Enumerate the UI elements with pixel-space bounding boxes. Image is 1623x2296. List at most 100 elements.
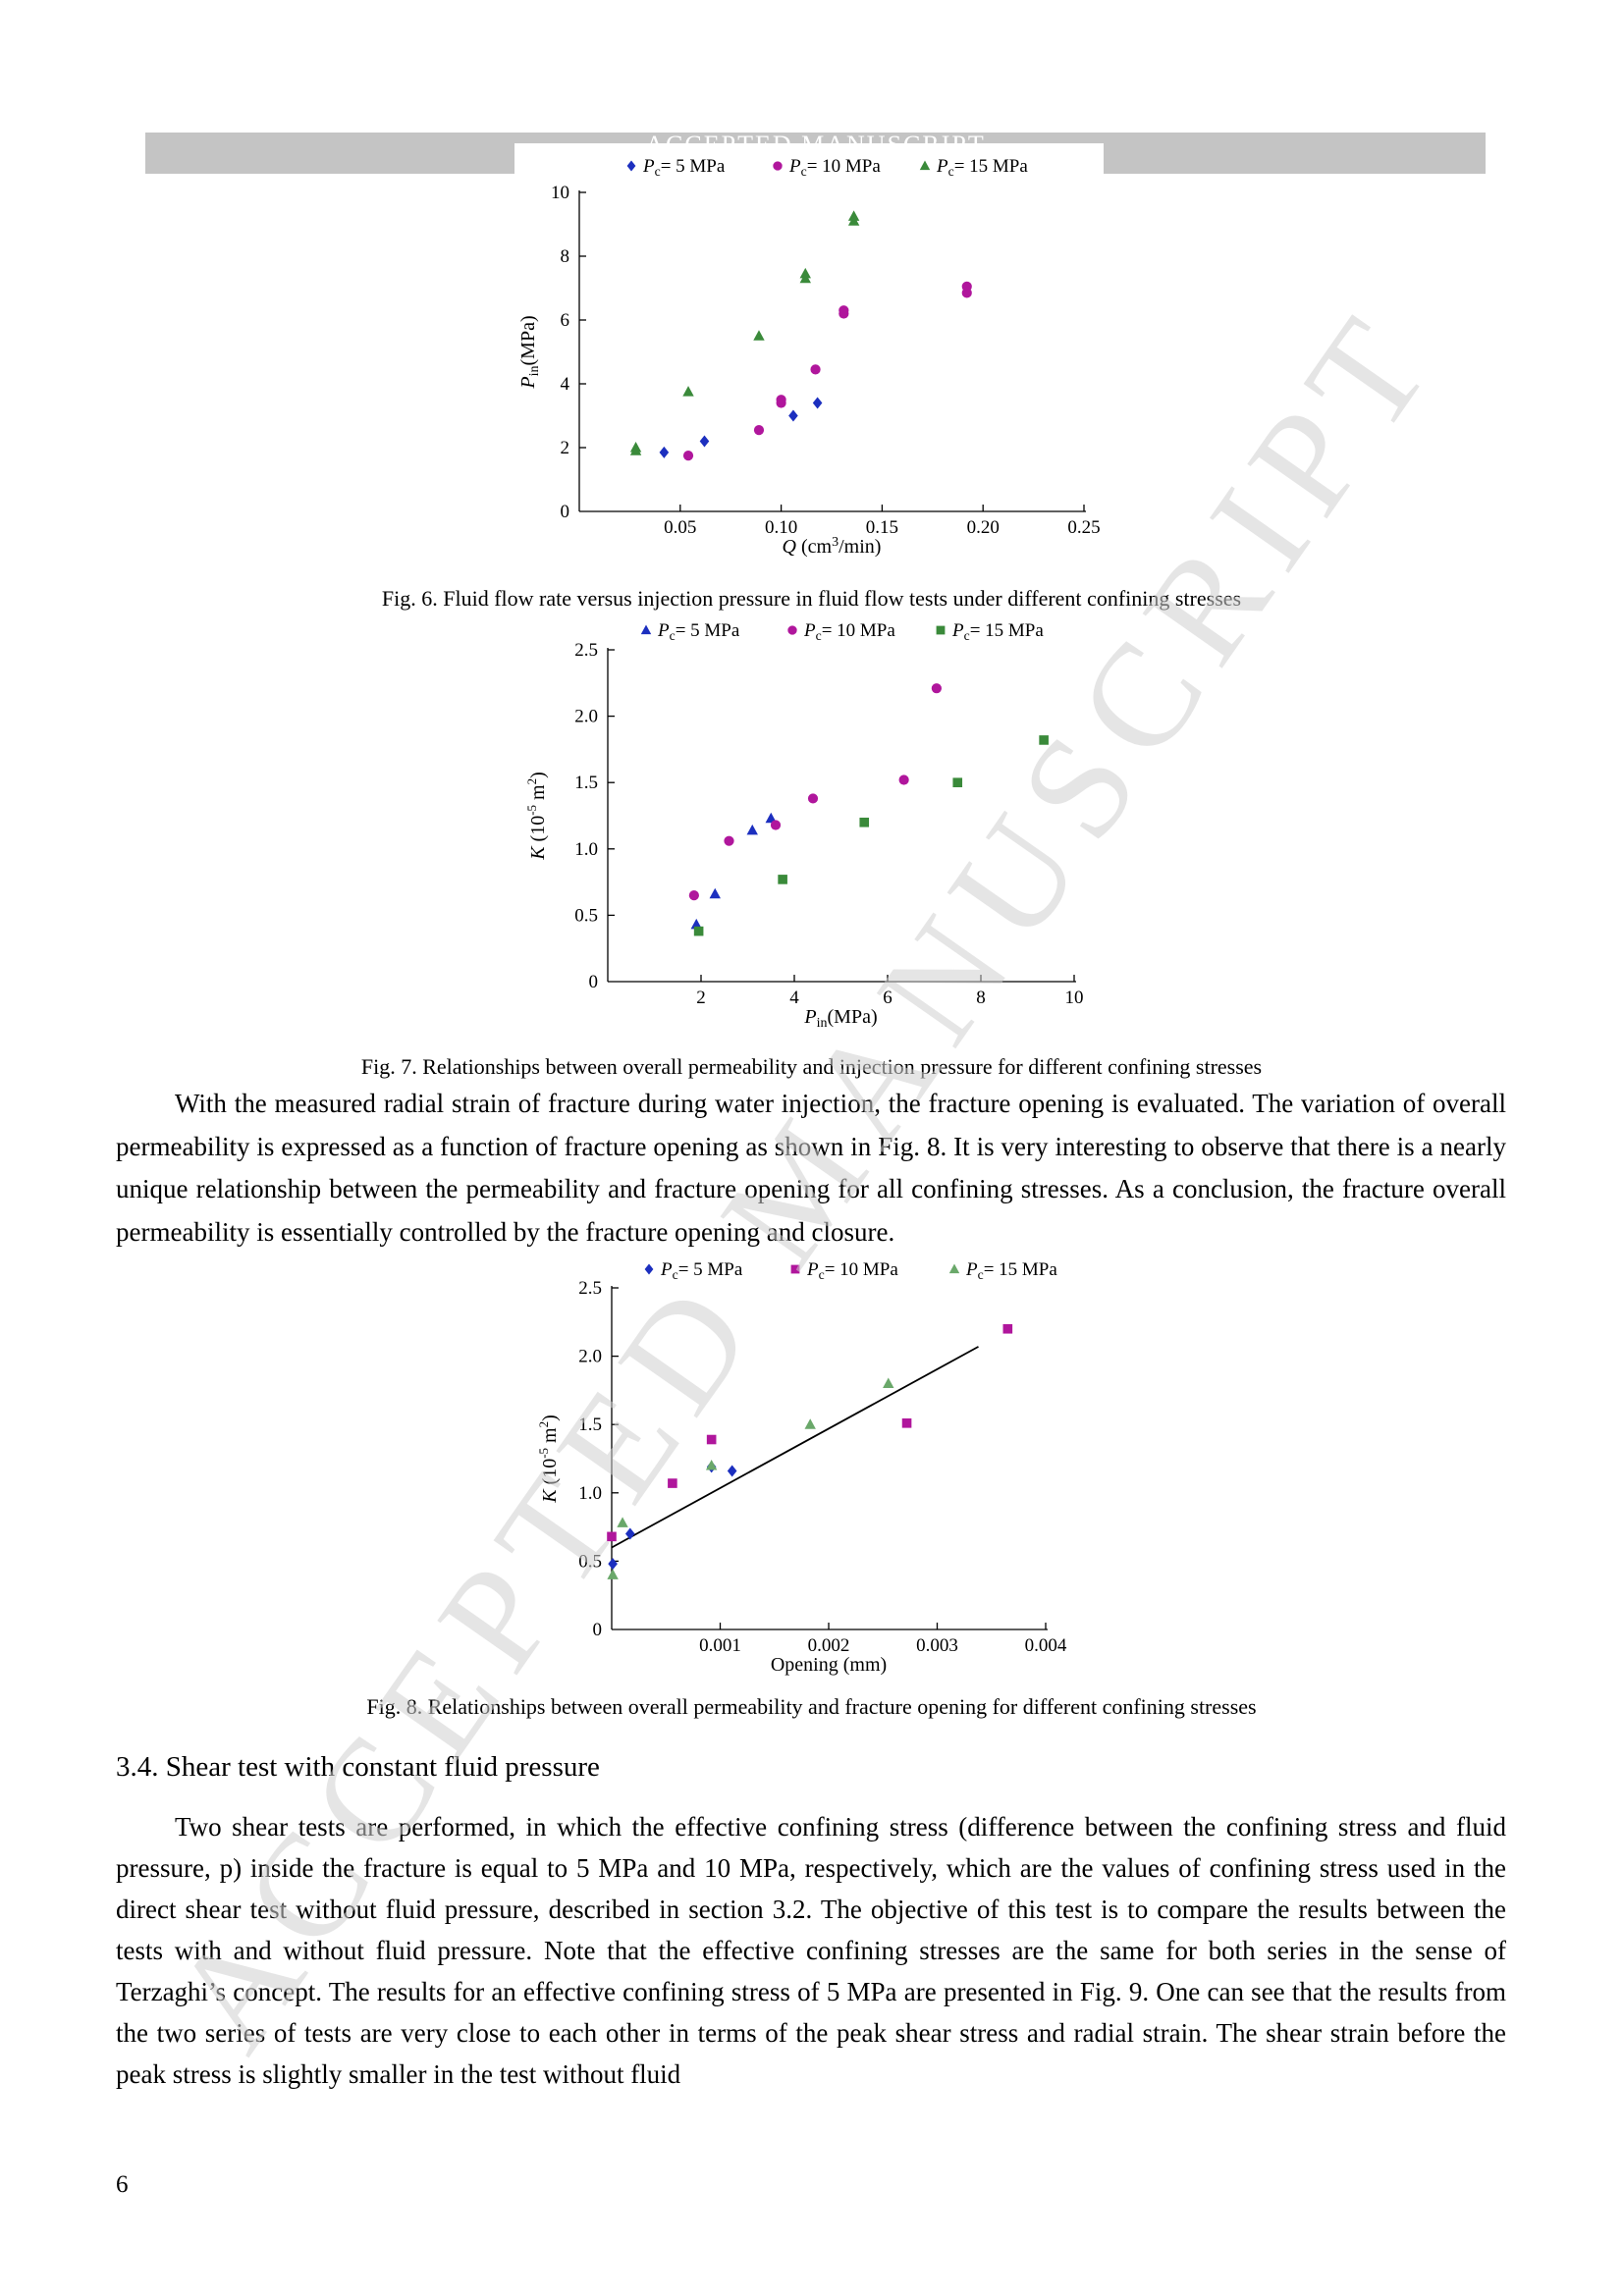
y-tick-label: 2.0 <box>578 1347 602 1367</box>
data-point <box>727 1465 737 1477</box>
legend-label: Pc= 5 MPa <box>657 620 740 643</box>
legend-label: Pc= 15 MPa <box>936 156 1028 179</box>
data-point <box>901 1418 912 1428</box>
y-tick-label: 8 <box>561 246 570 267</box>
axes <box>611 1286 1048 1630</box>
data-point <box>847 210 860 221</box>
legend-label: Pc= 10 MPa <box>806 1259 898 1282</box>
figure-6: 0 2 4 6 8 10 0.05 0.10 0.15 0.20 0.25 Q (cm3/min) Pi… <box>514 143 1104 565</box>
axes <box>607 648 1076 983</box>
y-tick-label: 4 <box>561 374 570 395</box>
figure-8-caption: Fig. 8. Relationships between overall pe… <box>366 1694 1257 1719</box>
legend-marker <box>936 625 946 635</box>
y-axis-label-group: Pin(MPa) <box>517 315 542 389</box>
y-tick-label: 0.5 <box>574 905 598 926</box>
data-point <box>668 1478 677 1488</box>
data-point <box>608 1558 618 1571</box>
x-tick-label: 0.001 <box>699 1635 741 1656</box>
data-point <box>776 395 786 405</box>
series-3 <box>693 735 1049 936</box>
y-tick-label: 1.5 <box>574 773 598 793</box>
x-tick-label: 6 <box>883 988 893 1008</box>
legend-marker <box>640 624 652 635</box>
legend-marker <box>773 161 783 171</box>
legend-marker <box>626 160 636 172</box>
data-point <box>699 435 710 448</box>
legend-marker <box>790 1264 800 1274</box>
data-point <box>706 1434 717 1445</box>
data-point <box>898 774 909 785</box>
figure-7-chart: 0 0.5 1.0 1.5 2.0 2.5 2 4 6 8 10 Pin(MPa) K (10-5 m2… <box>524 620 1084 1031</box>
data-point <box>799 267 811 279</box>
legend-marker <box>644 1263 654 1275</box>
trend-line <box>611 1346 979 1549</box>
x-tick-label: 4 <box>789 988 799 1008</box>
page-number: 6 <box>116 2171 129 2198</box>
y-tick-label: 10 <box>551 183 569 203</box>
data-point <box>753 330 765 341</box>
data-point <box>629 442 642 453</box>
data-point <box>770 820 782 830</box>
data-point <box>788 409 798 422</box>
data-point <box>607 1569 619 1579</box>
data-point <box>724 835 734 846</box>
data-point <box>883 1377 894 1388</box>
series-1 <box>690 812 777 930</box>
legend-label: Pc= 15 MPa <box>951 620 1044 643</box>
y-tick-label: 2.0 <box>574 707 598 727</box>
data-point <box>778 875 787 884</box>
data-point <box>709 887 721 899</box>
y-tick-label: 0 <box>561 502 570 522</box>
x-axis-label: Q (cm3/min) <box>783 535 882 558</box>
data-point <box>839 305 849 316</box>
y-tick-label: 2 <box>561 438 570 458</box>
data-point <box>690 918 702 930</box>
data-point <box>859 817 870 828</box>
y-tick-label: 0.5 <box>578 1551 602 1572</box>
y-tick-label: 0 <box>593 1620 603 1640</box>
x-tick-label: 2 <box>696 988 706 1008</box>
series-2 <box>688 683 942 901</box>
data-point <box>804 1418 816 1429</box>
data-point <box>682 451 694 461</box>
x-tick-label: 0.004 <box>1025 1635 1067 1656</box>
series-2 <box>682 281 972 461</box>
x-tick-label: 0.002 <box>808 1635 850 1656</box>
series-2 <box>607 1323 1013 1542</box>
data-point <box>746 824 758 835</box>
y-axis-label-group: K (10-5 m2) <box>524 772 549 861</box>
x-axis-label: Pin(MPa) <box>803 1006 877 1031</box>
figure-8-chart: 0 0.5 1.0 1.5 2.0 2.5 0.001 0.002 0.003 0.004 Open… <box>536 1259 1067 1676</box>
y-tick-label: 0 <box>589 972 599 992</box>
paragraph-1: With the measured radial strain of fract… <box>116 1089 1506 1247</box>
figure-6-chart: 0 2 4 6 8 10 0.05 0.10 0.15 0.20 0.25 Q (cm3/min) Pi… <box>517 156 1101 558</box>
data-point <box>682 386 694 397</box>
y-axis-label: K (10-5 m2) <box>536 1415 561 1504</box>
data-point <box>617 1517 628 1527</box>
x-tick-label: 10 <box>1065 988 1084 1008</box>
data-point <box>812 397 823 409</box>
x-axis-label: Opening (mm) <box>771 1654 887 1676</box>
data-point <box>1039 735 1049 745</box>
data-point <box>807 793 819 804</box>
legend-label: Pc= 10 MPa <box>803 620 895 643</box>
data-point <box>624 1527 635 1540</box>
data-point <box>810 364 821 375</box>
legend-label: Pc= 5 MPa <box>642 156 726 179</box>
data-point <box>952 777 963 787</box>
data-point <box>961 281 972 292</box>
paragraph-2: Two shear tests are performed, in which … <box>116 1812 1506 2089</box>
x-tick-label: 0.10 <box>765 517 797 538</box>
series-1 <box>659 397 823 458</box>
legend-marker <box>948 1263 960 1274</box>
x-tick-label: 0.05 <box>664 517 696 538</box>
x-tick-label: 0.20 <box>967 517 1000 538</box>
axes <box>578 190 1086 512</box>
x-tick-label: 0.003 <box>916 1635 958 1656</box>
series-1 <box>608 1461 737 1571</box>
series-3 <box>607 1377 894 1579</box>
x-tick-label: 8 <box>976 988 986 1008</box>
data-point <box>931 683 942 694</box>
legend-marker <box>919 160 931 171</box>
data-point <box>753 425 765 436</box>
